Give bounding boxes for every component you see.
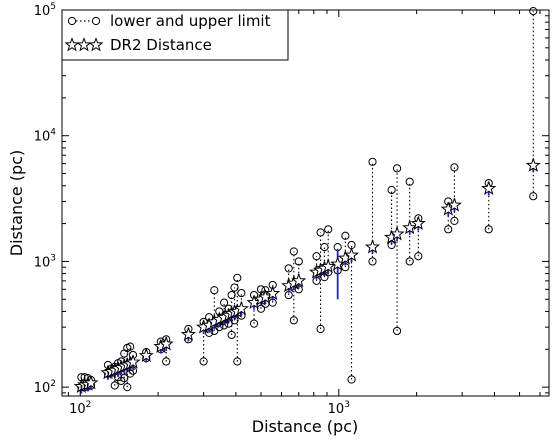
lower-limit-marker <box>405 257 414 266</box>
dr2-distance-star <box>320 258 336 273</box>
legend-star-markers <box>64 37 104 52</box>
legend-dr2-star <box>88 37 104 52</box>
upper-limit-marker <box>210 286 219 295</box>
legend-limit-label: lower and upper limit <box>110 12 271 30</box>
legend-dr2-label: DR2 Distance <box>110 36 212 54</box>
lower-limit-marker <box>123 383 132 392</box>
dr2-distance-star <box>265 285 281 300</box>
dr2-distance-star <box>180 326 196 341</box>
upper-limit-marker <box>126 342 135 351</box>
dr2-distance-star <box>83 375 99 390</box>
legend-limit-marker-left <box>67 16 77 26</box>
upper-limit-marker <box>324 225 333 234</box>
upper-limit-marker <box>320 242 329 252</box>
dr2-distance-star <box>364 239 381 254</box>
dr2-distance-star <box>525 157 541 172</box>
x-tick-label: 102 <box>69 400 91 417</box>
upper-limit-marker <box>405 177 414 186</box>
legend-box <box>61 9 289 61</box>
lower-limit-marker <box>233 357 242 366</box>
upper-limit-marker <box>529 7 538 16</box>
y-tick-label: 103 <box>34 253 56 270</box>
lower-limit-marker <box>347 375 356 384</box>
lower-limit-marker <box>162 357 171 366</box>
dr2-distance-star <box>125 354 141 369</box>
upper-limit-marker <box>392 164 402 173</box>
legend-dr2-star <box>64 37 80 52</box>
plot-frame <box>61 9 550 397</box>
upper-limit-marker <box>368 157 377 166</box>
lower-limit-marker <box>450 216 459 226</box>
dr2-distance-star <box>291 272 307 288</box>
data-layer <box>73 7 541 394</box>
axis-ticks: 102 103 102 103 104 105 <box>34 2 549 417</box>
dr2-distance-star <box>233 300 249 316</box>
dr2-distance-star <box>446 197 462 212</box>
upper-limit-marker <box>289 247 298 256</box>
upper-limit-marker <box>294 257 303 266</box>
lower-limit-marker <box>529 192 538 201</box>
upper-limit-marker <box>237 288 246 298</box>
y-tick-label: 102 <box>34 379 56 396</box>
upper-limit-marker <box>341 231 350 240</box>
lower-limit-marker <box>120 373 129 383</box>
y-axis-label: Distance (pc) <box>7 150 26 256</box>
legend: lower and upper limit DR2 Distance <box>61 9 289 61</box>
upper-limit-marker <box>233 273 242 282</box>
x-tick-label: 103 <box>328 400 350 417</box>
y-tick-label: 105 <box>34 2 56 19</box>
lower-limit-marker <box>392 326 402 336</box>
dr2-distance-star <box>158 336 174 351</box>
lower-limit-marker <box>484 225 493 234</box>
lower-limit-marker <box>227 330 236 340</box>
dr2-distance-star <box>481 180 497 195</box>
dr2-distance-star <box>402 219 418 235</box>
y-tick-label: 104 <box>34 128 57 145</box>
lower-limit-marker <box>368 257 377 266</box>
lower-limit-marker <box>316 324 325 334</box>
legend-limit-marker-right <box>91 16 101 26</box>
lower-limit-marker <box>289 316 298 325</box>
dr2-distance-star <box>138 347 154 363</box>
dr2-distance-star <box>389 226 405 241</box>
x-axis-label: Distance (pc) <box>252 417 358 436</box>
lower-limit-marker <box>414 252 423 261</box>
upper-limit-marker <box>230 283 239 292</box>
upper-limit-marker <box>316 228 325 237</box>
dr2-distance-star <box>410 215 426 230</box>
legend-dr2-star <box>76 37 92 52</box>
lower-limit-marker <box>199 357 208 366</box>
upper-limit-marker <box>450 163 459 172</box>
lower-limit-marker <box>249 319 259 328</box>
dr2-distance-star <box>344 247 360 262</box>
upper-limit-marker <box>227 290 236 300</box>
lower-limit-marker <box>110 381 119 390</box>
upper-limit-marker <box>284 264 293 273</box>
lower-limit-marker <box>444 225 453 234</box>
upper-limit-marker <box>219 298 229 307</box>
upper-limit-marker <box>387 185 396 195</box>
